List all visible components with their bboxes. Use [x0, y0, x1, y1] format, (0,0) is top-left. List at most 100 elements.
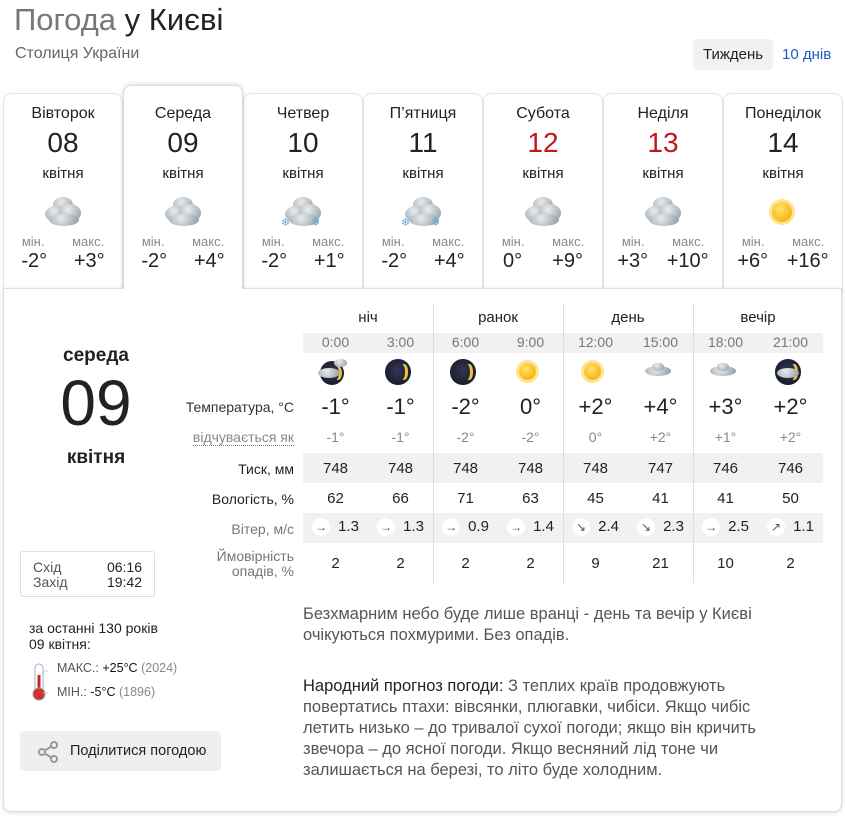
cloudy-icon	[641, 194, 685, 230]
cloudy-icon	[41, 194, 85, 230]
night-cloudy-icon	[770, 356, 812, 392]
precip-value: 9	[591, 555, 600, 572]
history-min-label: МІН.:	[57, 685, 87, 699]
sunset-label: Захід	[33, 574, 68, 590]
pressure-value: 748	[387, 460, 414, 477]
row-label-precip-1: Ймовірність	[216, 548, 294, 564]
wind-speed: 1.1	[793, 518, 814, 535]
day-date: 08	[47, 127, 79, 158]
time-group: день	[611, 309, 645, 326]
time-label: 15:00	[642, 334, 679, 350]
day-card[interactable]: Середа 09 квітня мін. макс. -2° +4°	[123, 85, 243, 295]
day-name: Неділя	[637, 105, 689, 122]
humidity-value: 41	[652, 490, 669, 507]
day-name: Субота	[516, 105, 570, 122]
day-name: П’ятниця	[389, 105, 457, 122]
day-date: 10	[287, 127, 319, 158]
selected-weekday: середа	[63, 345, 129, 366]
row-label-feels: відчувається як	[192, 429, 294, 446]
night-clear-moon-icon	[380, 356, 422, 392]
max-label: макс.	[792, 234, 825, 249]
day-month: квітня	[282, 165, 324, 182]
min-max-labels: мін. макс.	[124, 234, 242, 249]
min-max-values: -2° +1°	[244, 250, 362, 273]
snowflake: ❄	[311, 217, 321, 229]
history-min: МІН.: -5°C (1896)	[57, 685, 155, 699]
history-max: МАКС.: +25°C (2024)	[57, 661, 177, 675]
min-max-labels: мін. макс.	[724, 234, 842, 249]
day-card[interactable]: Четвер 10 квітня ❄ ❄ мін. макс. -2° +1°	[243, 93, 363, 293]
sun-icon	[575, 356, 617, 392]
time-group: ніч	[358, 309, 378, 326]
wind-direction-icon: →	[702, 518, 721, 537]
wind-speed: 1.3	[403, 518, 424, 535]
temperature-value: +3°	[708, 394, 743, 419]
selected-month: квітня	[66, 447, 126, 468]
day-date: 13	[647, 127, 679, 158]
min-max-labels: мін. макс.	[244, 234, 362, 249]
history-min-value: -5°C	[90, 685, 116, 699]
day-card[interactable]: Субота 12 квітня мін. макс. 0° +9°	[483, 93, 603, 293]
wind-cell: → 0.9	[433, 518, 498, 537]
thermometer-icon	[32, 663, 48, 701]
cloudy-icon	[521, 194, 565, 230]
max-label: макс.	[192, 234, 225, 249]
share-label: Поділитися погодою	[70, 743, 207, 759]
share-weather-button[interactable]: Поділитися погодою	[20, 731, 221, 771]
wind-cell: → 1.3	[303, 518, 368, 537]
precip-value: 10	[717, 555, 734, 572]
time-label: 9:00	[516, 334, 545, 350]
tab-week[interactable]: Тиждень	[693, 39, 773, 70]
history-max-year: (2024)	[141, 661, 178, 675]
sun-times: Схід 06:16 Захід 19:42	[20, 551, 155, 597]
time-group: ранок	[478, 309, 518, 326]
day-month: квітня	[642, 165, 684, 182]
folk-forecast-label: Народний прогноз погоди:	[303, 677, 504, 695]
time-label: 12:00	[577, 334, 614, 350]
time-label: 21:00	[772, 334, 809, 350]
min-max-values: -2° +4°	[364, 250, 482, 273]
wind-cell: → 2.5	[693, 518, 758, 537]
history-min-year: (1896)	[118, 685, 156, 699]
day-name: Понеділок	[744, 105, 822, 122]
wind-direction-icon: ↘	[572, 518, 591, 537]
wind-direction-icon: →	[377, 518, 396, 537]
day-card[interactable]: Понеділок 14 квітня мін. макс. +6° +16°	[723, 93, 843, 293]
min-temp: 0°	[503, 250, 523, 272]
max-label: макс.	[552, 234, 585, 249]
title-prefix: Погода	[14, 2, 117, 37]
min-temp: +6°	[737, 250, 769, 272]
row-label-temperature: Температура, °C	[185, 399, 294, 415]
page-title: Погода у Києві	[14, 2, 223, 38]
min-max-labels: мін. макс.	[484, 234, 602, 249]
history-max-label: МАКС.:	[57, 661, 99, 675]
min-max-labels: мін. макс.	[604, 234, 722, 249]
cloud-icon	[640, 356, 682, 392]
cloudy-icon	[161, 194, 205, 230]
day-card[interactable]: Вівторок 08 квітня мін. макс. -2° +3°	[3, 93, 123, 293]
group-divider	[563, 303, 564, 583]
tab-10-days[interactable]: 10 днів	[782, 46, 832, 63]
temperature-value: +4°	[643, 394, 678, 419]
pressure-value: 746	[777, 460, 804, 477]
wind-speed: 2.5	[728, 518, 749, 535]
wind-direction-icon: →	[312, 518, 331, 537]
feels-like-value: -2°	[456, 429, 475, 445]
wind-direction-icon: →	[507, 518, 526, 537]
row-label-humidity: Вологість, %	[211, 491, 294, 507]
humidity-value: 41	[717, 490, 734, 507]
share-icon	[38, 741, 58, 763]
history-max-value: +25°C	[102, 661, 138, 675]
day-card[interactable]: П’ятниця 11 квітня ❄ ❄ мін. макс. -2° +4°	[363, 93, 483, 293]
min-max-values: -2° +3°	[4, 250, 122, 273]
feels-like-value: +2°	[779, 429, 802, 445]
folk-forecast-text: З теплих країв продовжують повертатись п…	[303, 677, 756, 779]
temperature-value: -1°	[321, 394, 350, 419]
day-date: 12	[527, 127, 559, 158]
max-label: макс.	[672, 234, 705, 249]
max-label: макс.	[432, 234, 465, 249]
min-label: мін.	[741, 234, 765, 249]
day-card[interactable]: Неділя 13 квітня мін. макс. +3° +10°	[603, 93, 723, 293]
min-label: мін.	[21, 234, 45, 249]
min-temp: -2°	[261, 250, 288, 272]
